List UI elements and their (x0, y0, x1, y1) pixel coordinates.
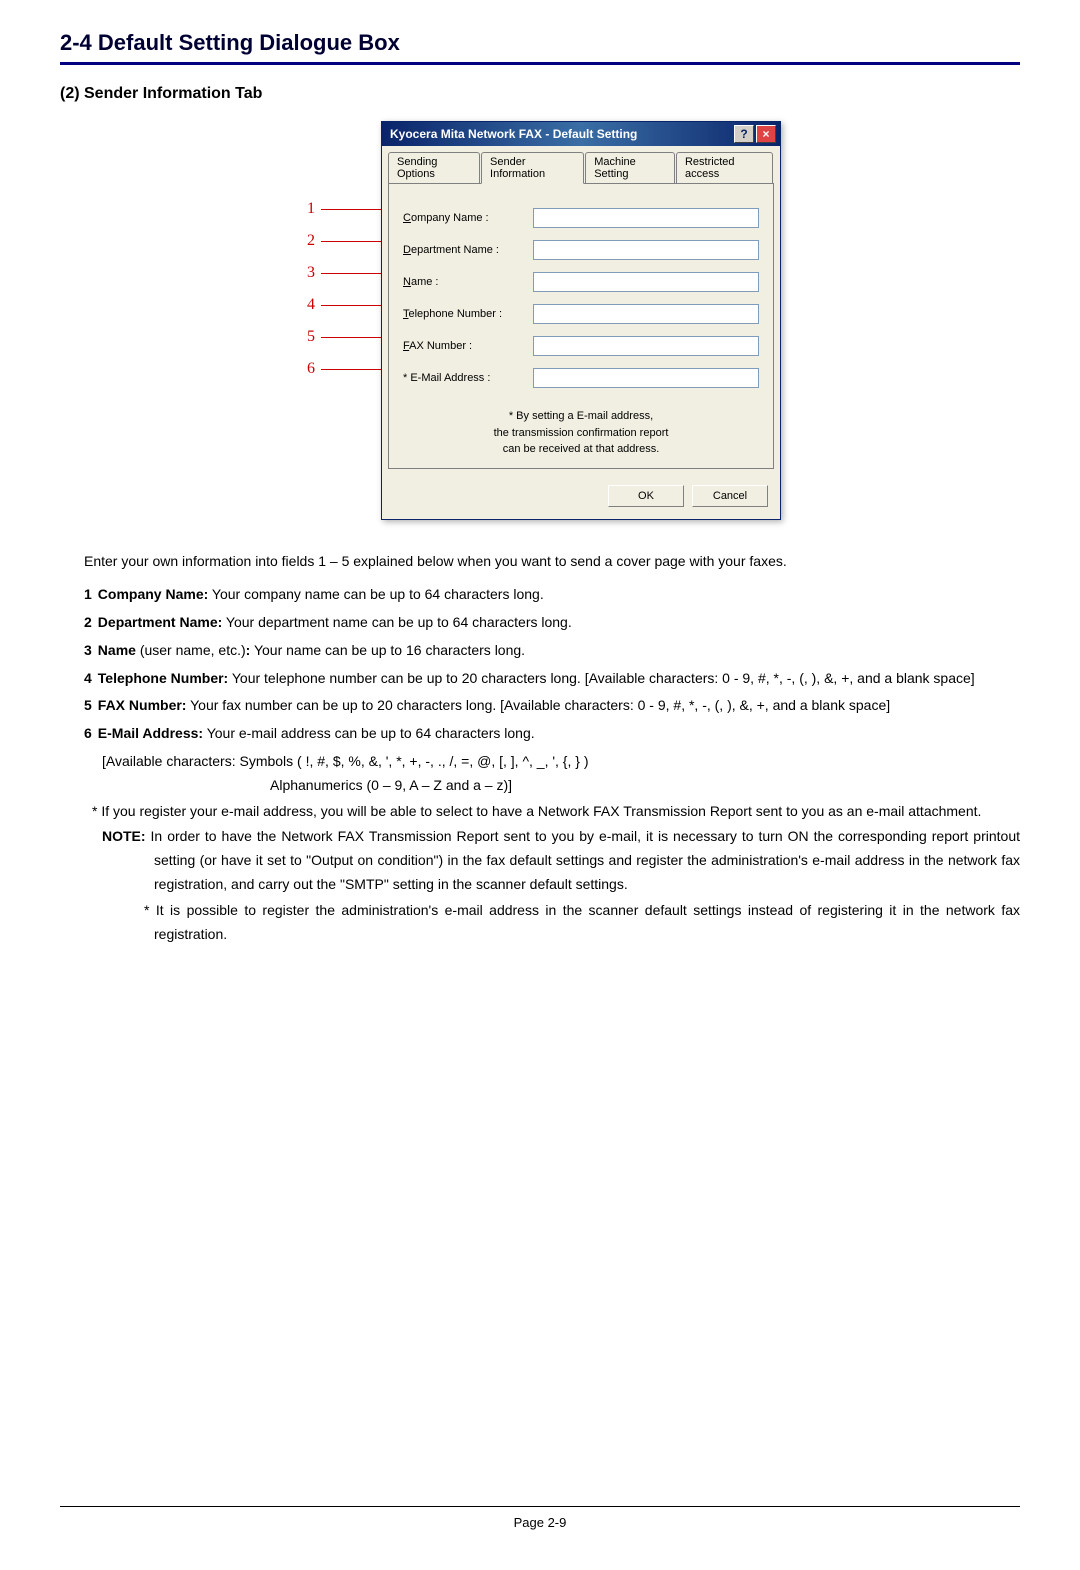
label-company: Company Name : (403, 212, 533, 224)
label-fax: FAX Number : (403, 340, 533, 352)
callout-line (321, 369, 381, 370)
close-button[interactable]: × (756, 125, 776, 143)
dialog-figure: 1 2 3 4 5 6 Kyocera Mita Network FAX - D… (60, 121, 1020, 520)
row-email: * E-Mail Address : (403, 362, 759, 394)
list-item: 3Name (user name, etc.): Your name can b… (84, 639, 1020, 663)
titlebar-text: Kyocera Mita Network FAX - Default Setti… (390, 127, 732, 141)
input-fax[interactable] (533, 336, 759, 356)
subsection-title: (2) Sender Information Tab (60, 85, 1020, 103)
dialog-note-l2: the transmission confirmation report (403, 425, 759, 442)
callout-num: 5 (299, 328, 315, 346)
callout-4: 4 (299, 289, 381, 321)
numbered-list: 1Company Name: Your company name can be … (60, 583, 1020, 746)
cancel-button[interactable]: Cancel (692, 485, 768, 507)
dialog-buttons: OK Cancel (382, 475, 780, 519)
callout-num: 4 (299, 296, 315, 314)
list-item: 5FAX Number: Your fax number can be up t… (84, 694, 1020, 718)
callout-num: 6 (299, 360, 315, 378)
label-email: * E-Mail Address : (403, 372, 533, 384)
input-telephone[interactable] (533, 304, 759, 324)
tab-restricted-access[interactable]: Restricted access (676, 152, 773, 183)
row-name: Name : (403, 266, 759, 298)
label-department: Department Name : (403, 244, 533, 256)
input-department[interactable] (533, 240, 759, 260)
callout-line (321, 305, 381, 306)
star-note-1: * If you register your e-mail address, y… (60, 800, 1020, 824)
callout-1: 1 (299, 193, 381, 225)
tab-sending-options[interactable]: Sending Options (388, 152, 480, 183)
callout-line (321, 209, 381, 210)
ok-button[interactable]: OK (608, 485, 684, 507)
list-item: 1Company Name: Your company name can be … (84, 583, 1020, 607)
tab-bar: Sending Options Sender Information Machi… (382, 146, 780, 183)
callout-column: 1 2 3 4 5 6 (299, 121, 381, 520)
note-star: * It is possible to register the adminis… (60, 899, 1020, 947)
callout-num: 3 (299, 264, 315, 282)
callout-line (321, 241, 381, 242)
input-company[interactable] (533, 208, 759, 228)
callout-line (321, 273, 381, 274)
list-item: 4Telephone Number: Your telephone number… (84, 667, 1020, 691)
dialog-note: * By setting a E-mail address, the trans… (403, 408, 759, 458)
note-paragraph: NOTE: In order to have the Network FAX T… (60, 825, 1020, 896)
input-email[interactable] (533, 368, 759, 388)
callout-5: 5 (299, 321, 381, 353)
intro-text: Enter your own information into fields 1… (60, 550, 1020, 574)
callout-num: 2 (299, 232, 315, 250)
input-name[interactable] (533, 272, 759, 292)
tab-sender-information[interactable]: Sender Information (481, 152, 584, 184)
help-button[interactable]: ? (734, 125, 754, 143)
page-footer: Page 2-9 (60, 1506, 1020, 1530)
list-item: 6E-Mail Address: Your e-mail address can… (84, 722, 1020, 746)
dialog-note-l3: can be received at that address. (403, 441, 759, 458)
list-item: 2Department Name: Your department name c… (84, 611, 1020, 635)
body-text: Enter your own information into fields 1… (60, 550, 1020, 947)
sub-line-1: [Available characters: Symbols ( !, #, $… (60, 750, 1020, 774)
tab-machine-setting[interactable]: Machine Setting (585, 152, 675, 183)
callout-2: 2 (299, 225, 381, 257)
sub-line-2: Alphanumerics (0 – 9, A – Z and a – z)] (60, 774, 1020, 798)
row-department: Department Name : (403, 234, 759, 266)
titlebar: Kyocera Mita Network FAX - Default Setti… (382, 122, 780, 146)
row-telephone: Telephone Number : (403, 298, 759, 330)
row-fax: FAX Number : (403, 330, 759, 362)
label-name: Name : (403, 276, 533, 288)
callout-3: 3 (299, 257, 381, 289)
row-company: Company Name : (403, 202, 759, 234)
section-title: 2-4 Default Setting Dialogue Box (60, 30, 1020, 65)
dialog-note-l1: * By setting a E-mail address, (403, 408, 759, 425)
callout-num: 1 (299, 200, 315, 218)
dialog-window: Kyocera Mita Network FAX - Default Setti… (381, 121, 781, 520)
callout-6: 6 (299, 353, 381, 385)
label-telephone: Telephone Number : (403, 308, 533, 320)
callout-line (321, 337, 381, 338)
tab-panel: Company Name : Department Name : Name : … (388, 183, 774, 469)
